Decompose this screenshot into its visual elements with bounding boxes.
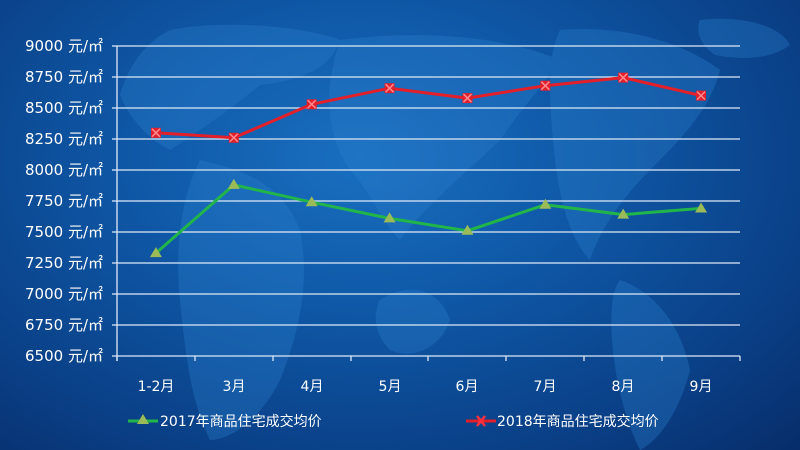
x-tick-label: 4月 [301, 379, 324, 395]
y-tick-label: 8750 元/㎡ [25, 68, 103, 86]
x-tick-label: 8月 [612, 379, 635, 395]
x-marker-icon [476, 415, 486, 427]
y-axis-labels: 9000 元/㎡ 8750 元/㎡ 8500 元/㎡ 8250 元/㎡ 8000… [25, 37, 103, 365]
triangle-marker-icon[interactable] [305, 196, 318, 207]
x-tick-label: 3月 [223, 379, 246, 395]
series-line [155, 76, 702, 140]
y-tick-label: 8000 元/㎡ [25, 161, 103, 179]
y-tick-label: 8250 元/㎡ [25, 130, 103, 148]
axes [112, 46, 741, 361]
x-marker-icon[interactable] [228, 132, 239, 143]
series-line [154, 183, 702, 255]
triangle-icon [137, 414, 149, 424]
x-tick-label: 9月 [690, 379, 713, 395]
legend-item-2018[interactable]: 2018年商品住宅成交均价 [466, 413, 659, 430]
legend-item-2017[interactable]: 2017年商品住宅成交均价 [128, 413, 322, 430]
x-tick-label: 5月 [379, 379, 402, 395]
series-2017 [149, 178, 708, 258]
x-marker-icon[interactable] [306, 99, 317, 110]
triangle-marker-icon[interactable] [227, 178, 240, 189]
x-marker-icon[interactable] [696, 90, 707, 101]
y-tick-label: 7500 元/㎡ [25, 223, 103, 241]
y-tick-label: 8500 元/㎡ [25, 99, 103, 117]
series-2018 [150, 72, 707, 143]
triangle-marker-icon[interactable] [617, 208, 630, 219]
triangle-marker-icon[interactable] [461, 224, 474, 235]
x-tick-label: 7月 [534, 379, 557, 395]
y-tick-label: 7250 元/㎡ [25, 254, 103, 272]
y-tick-label: 6750 元/㎡ [25, 316, 103, 334]
x-tick-label: 6月 [456, 379, 479, 395]
x-marker-icon[interactable] [462, 93, 473, 104]
legend-label: 2018年商品住宅成交均价 [497, 413, 659, 430]
series-layer [149, 72, 708, 258]
triangle-marker-icon[interactable] [539, 198, 552, 209]
y-tick-label: 7000 元/㎡ [25, 285, 103, 303]
x-marker-icon[interactable] [618, 72, 629, 83]
y-tick-label: 6500 元/㎡ [25, 347, 103, 365]
triangle-marker-icon[interactable] [383, 212, 396, 223]
legend-label: 2017年商品住宅成交均价 [160, 413, 322, 430]
y-tick-label: 9000 元/㎡ [25, 37, 103, 55]
gridlines [112, 45, 740, 326]
x-tick-label: 1-2月 [138, 379, 175, 395]
y-tick-label: 7750 元/㎡ [25, 192, 103, 210]
x-marker-icon[interactable] [540, 80, 551, 91]
x-axis-labels: 1-2月 3月 4月 5月 6月 7月 8月 9月 [138, 379, 713, 395]
triangle-marker-icon[interactable] [695, 202, 708, 213]
x-marker-icon[interactable] [384, 83, 395, 94]
triangle-marker-icon[interactable] [149, 247, 162, 258]
legend: 2017年商品住宅成交均价 2018年商品住宅成交均价 [128, 413, 659, 430]
x-marker-icon[interactable] [150, 127, 161, 138]
